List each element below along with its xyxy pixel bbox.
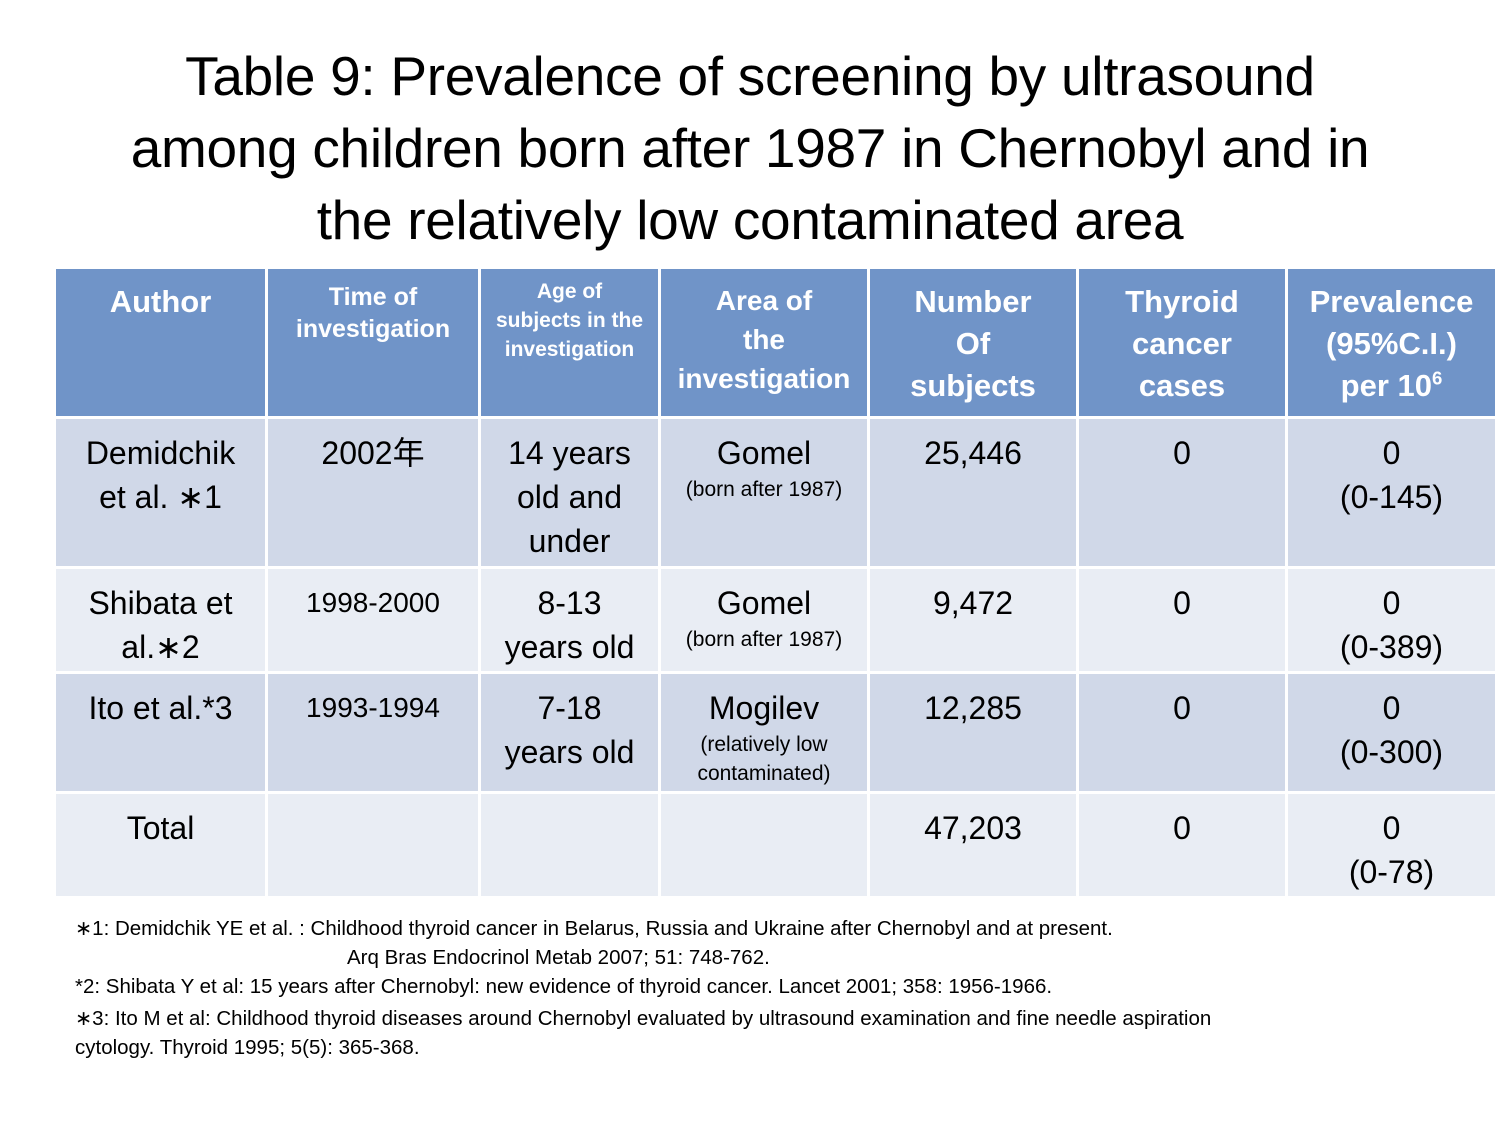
title-line-3: the relatively low contaminated area: [316, 189, 1184, 251]
footnotes: ∗1: Demidchik YE et al. : Childhood thyr…: [75, 914, 1455, 1062]
cell-cases: 0: [1076, 671, 1288, 794]
cell-cases: 0: [1076, 791, 1288, 899]
title-line-2: among children born after 1987 in Cherno…: [130, 117, 1370, 179]
header-prevalence: Prevalence (95%C.I.) per 106: [1285, 266, 1498, 419]
cell-cases: 0: [1076, 416, 1288, 569]
cell-time: 1998-2000: [265, 566, 481, 674]
cell-author: Demidchik et al. ∗1: [53, 416, 268, 569]
cell-author: Total: [53, 791, 268, 899]
table-row: Ito et al.*3 1993-1994 7-18 years old Mo…: [53, 671, 1498, 794]
footnote-3-continued: cytology. Thyroid 1995; 5(5): 365-368.: [75, 1036, 420, 1059]
cell-prevalence: 0 (0-300): [1285, 671, 1498, 794]
prevalence-table: Author Time of investigation Age of subj…: [53, 266, 1498, 899]
cell-time: 1993-1994: [265, 671, 481, 794]
title-line-1: Table 9: Prevalence of screening by ultr…: [185, 45, 1315, 107]
cell-age: 8-13 years old: [478, 566, 661, 674]
cell-number: 9,472: [867, 566, 1079, 674]
cell-area: Gomel (born after 1987): [658, 566, 870, 674]
cell-time: 2002年: [265, 416, 481, 569]
cell-area: Gomel (born after 1987): [658, 416, 870, 569]
header-author: Author: [53, 266, 268, 419]
cell-time: [265, 791, 481, 899]
table-header-row: Author Time of investigation Age of subj…: [53, 266, 1498, 419]
cell-cases: 0: [1076, 566, 1288, 674]
footnote-1: ∗1: Demidchik YE et al. : Childhood thyr…: [75, 917, 1113, 940]
cell-prevalence: 0 (0-145): [1285, 416, 1498, 569]
cell-author: Ito et al.*3: [53, 671, 268, 794]
cell-age: 14 years old and under: [478, 416, 661, 569]
footnote-3: ∗3: Ito M et al: Childhood thyroid disea…: [75, 1007, 1212, 1030]
cell-area: Mogilev (relatively low contaminated): [658, 671, 870, 794]
cell-number: 12,285: [867, 671, 1079, 794]
header-thyroid: Thyroid cancer cases: [1076, 266, 1288, 419]
header-age: Age of subjects in the investigation: [478, 266, 661, 419]
header-area: Area of the investigation: [658, 266, 870, 419]
table-row-total: Total 47,203 0 0 (0-78): [53, 791, 1498, 899]
cell-age: [478, 791, 661, 899]
cell-area: [658, 791, 870, 899]
cell-prevalence: 0 (0-389): [1285, 566, 1498, 674]
page-title: Table 9: Prevalence of screening by ultr…: [40, 40, 1460, 256]
table-row: Demidchik et al. ∗1 2002年 14 years old a…: [53, 416, 1498, 569]
cell-number: 25,446: [867, 416, 1079, 569]
footnote-2: *2: Shibata Y et al: 15 years after Cher…: [75, 975, 1053, 998]
footnote-1-continued: Arq Bras Endocrinol Metab 2007; 51: 748-…: [347, 946, 770, 969]
header-number: Number Of subjects: [867, 266, 1079, 419]
header-time: Time of investigation: [265, 266, 481, 419]
superscript-exponent: 6: [1432, 367, 1443, 389]
cell-prevalence: 0 (0-78): [1285, 791, 1498, 899]
cell-author: Shibata et al.∗2: [53, 566, 268, 674]
cell-age: 7-18 years old: [478, 671, 661, 794]
cell-number: 47,203: [867, 791, 1079, 899]
table-row: Shibata et al.∗2 1998-2000 8-13 years ol…: [53, 566, 1498, 674]
